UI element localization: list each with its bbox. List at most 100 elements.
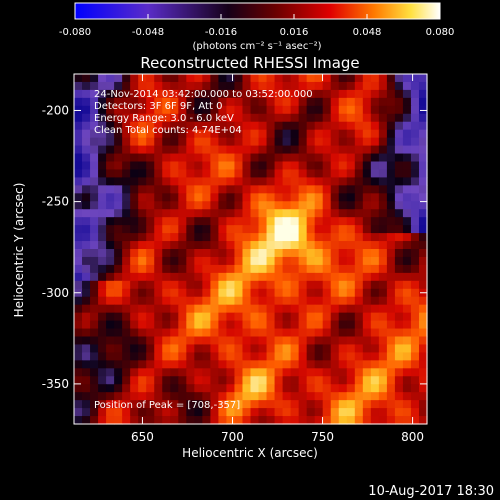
heatmap-cell	[106, 304, 115, 314]
heatmap-cell	[306, 153, 316, 163]
heatmap-cell	[282, 137, 292, 147]
heatmap-cell	[322, 217, 332, 226]
heatmap-cell	[298, 376, 308, 385]
heatmap-cell	[138, 217, 147, 226]
heatmap-cell	[138, 193, 147, 202]
heatmap-cell	[418, 113, 428, 123]
heatmap-cell	[146, 161, 155, 171]
heatmap-cell	[386, 217, 396, 226]
heatmap-cell	[202, 280, 211, 290]
heatmap-cell	[346, 241, 356, 250]
heatmap-cell	[338, 360, 348, 369]
heatmap-cell	[394, 416, 404, 425]
x-tick-label: 650	[131, 430, 154, 444]
heatmap-cell	[306, 344, 316, 353]
heatmap-cell	[186, 416, 195, 425]
heatmap-cell	[218, 384, 228, 393]
heatmap-cell	[338, 368, 348, 377]
heatmap-cell	[106, 217, 115, 226]
heatmap-cell	[154, 336, 163, 346]
heatmap-cell	[330, 209, 340, 218]
heatmap-cell	[162, 74, 171, 83]
heatmap-cell	[362, 296, 372, 306]
heatmap-cell	[90, 344, 99, 353]
heatmap-cell	[178, 280, 187, 290]
heatmap-cell	[330, 368, 340, 377]
heatmap-cell	[330, 137, 340, 147]
heatmap-cell	[394, 129, 404, 139]
heatmap-cell	[186, 408, 195, 417]
heatmap-cell	[386, 89, 396, 99]
heatmap-cell	[234, 272, 244, 282]
heatmap-cell	[322, 161, 332, 171]
heatmap-cell	[266, 256, 276, 266]
heatmap-cell	[114, 129, 123, 139]
heatmap-cell	[218, 328, 228, 338]
heatmap-cell	[186, 272, 195, 282]
heatmap-cell	[194, 153, 203, 163]
heatmap-cell	[74, 256, 83, 266]
heatmap-cell	[234, 169, 244, 178]
heatmap-cell	[162, 256, 171, 266]
heatmap-cell	[378, 256, 388, 266]
heatmap-cell	[98, 392, 107, 401]
heatmap-cell	[146, 233, 155, 242]
heatmap-cell	[202, 360, 211, 369]
heatmap-cell	[186, 185, 195, 194]
heatmap-cell	[178, 400, 187, 409]
heatmap-cell	[370, 320, 380, 330]
heatmap-cell	[146, 280, 155, 290]
heatmap-cell	[346, 161, 356, 171]
heatmap-cell	[354, 408, 364, 417]
heatmap-cell	[106, 97, 115, 107]
heatmap-cell	[258, 145, 268, 155]
heatmap-cell	[314, 296, 324, 306]
heatmap-cell	[122, 256, 131, 266]
heatmap-cell	[354, 320, 364, 330]
colorbar	[74, 2, 441, 20]
heatmap-cell	[338, 233, 348, 242]
heatmap-cell	[314, 352, 324, 361]
heatmap-cell	[90, 376, 99, 385]
heatmap-cell	[234, 368, 244, 377]
heatmap-cell	[170, 185, 179, 194]
heatmap-cell	[410, 400, 420, 409]
heatmap-cell	[418, 217, 428, 226]
heatmap-cell	[330, 97, 340, 107]
heatmap-cell	[362, 344, 372, 353]
heatmap-cell	[282, 256, 292, 266]
heatmap-cell	[186, 256, 195, 266]
heatmap-cell	[218, 145, 228, 155]
heatmap-cell	[106, 121, 115, 131]
heatmap-cell	[330, 81, 340, 91]
heatmap-cell	[146, 304, 155, 314]
heatmap-cell	[274, 193, 284, 202]
heatmap-cell	[274, 384, 284, 393]
heatmap-cell	[234, 161, 244, 171]
colorbar-tick-label: -0.080	[59, 27, 91, 38]
heatmap-cell	[346, 209, 356, 218]
heatmap-cell	[362, 177, 372, 186]
heatmap-cell	[258, 177, 268, 186]
heatmap-cell	[266, 81, 276, 91]
heatmap-cell	[130, 264, 139, 274]
heatmap-cell	[106, 169, 115, 178]
heatmap-cell	[178, 296, 187, 306]
heatmap-cell	[98, 209, 107, 218]
heatmap-cell	[242, 264, 252, 274]
heatmap-cell	[194, 209, 203, 218]
heatmap-cell	[250, 97, 260, 107]
heatmap-cell	[282, 296, 292, 306]
y-axis-label: Heliocentric Y (arcsec)	[12, 183, 26, 318]
heatmap-cell	[258, 288, 268, 298]
heatmap-cell	[146, 81, 155, 91]
heatmap-cell	[122, 201, 131, 210]
heatmap-cell	[170, 225, 179, 234]
heatmap-cell	[170, 201, 179, 210]
heatmap-cell	[114, 288, 123, 298]
heatmap-cell	[90, 177, 99, 186]
heatmap-cell	[138, 360, 147, 369]
heatmap-cell	[138, 376, 147, 385]
heatmap-cell	[258, 400, 268, 409]
heatmap-cell	[146, 384, 155, 393]
